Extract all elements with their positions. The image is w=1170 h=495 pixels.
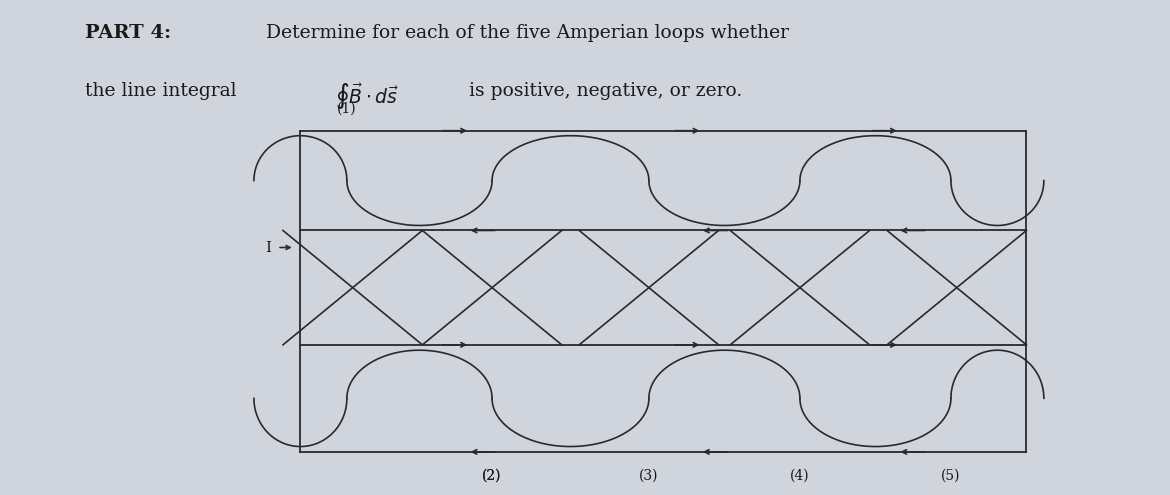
Text: (4): (4)	[790, 469, 810, 483]
Text: I: I	[266, 241, 271, 254]
Text: (5): (5)	[941, 469, 961, 483]
Text: is positive, negative, or zero.: is positive, negative, or zero.	[463, 82, 742, 100]
Text: Determine for each of the five Amperian loops whether: Determine for each of the five Amperian …	[266, 24, 789, 42]
Text: (2): (2)	[482, 469, 502, 483]
Text: $\oint \vec{B} \cdot d\vec{s}$: $\oint \vec{B} \cdot d\vec{s}$	[336, 82, 399, 112]
Text: (2): (2)	[482, 469, 502, 483]
Text: (1): (1)	[337, 102, 357, 116]
Text: PART 4:: PART 4:	[85, 24, 172, 42]
Text: (3): (3)	[639, 469, 659, 483]
Text: the line integral: the line integral	[85, 82, 243, 100]
